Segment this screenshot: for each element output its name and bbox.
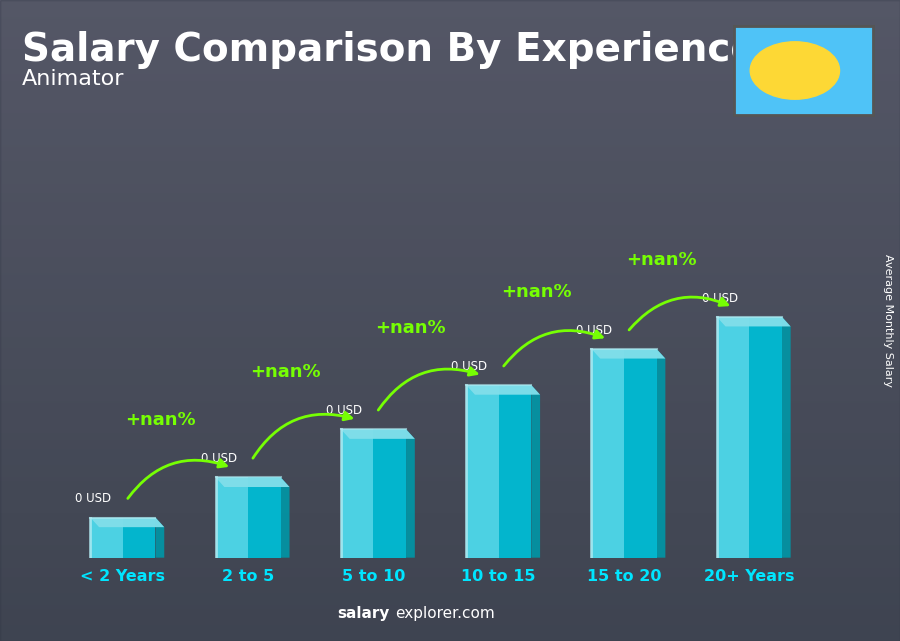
Text: +nan%: +nan% [375, 319, 446, 337]
Text: 0 USD: 0 USD [702, 292, 738, 304]
Text: salary: salary [338, 606, 390, 621]
Polygon shape [90, 517, 164, 527]
Polygon shape [716, 317, 750, 558]
Text: +nan%: +nan% [125, 412, 195, 429]
Polygon shape [466, 385, 499, 558]
Polygon shape [591, 349, 624, 558]
Polygon shape [716, 317, 790, 326]
Polygon shape [123, 517, 156, 558]
Text: Average Monthly Salary: Average Monthly Salary [883, 254, 893, 388]
Polygon shape [782, 317, 790, 558]
Polygon shape [156, 517, 164, 558]
Text: +nan%: +nan% [500, 283, 572, 301]
Text: 0 USD: 0 USD [76, 492, 112, 506]
Text: +nan%: +nan% [250, 363, 320, 381]
Text: 0 USD: 0 USD [576, 324, 613, 337]
Text: Animator: Animator [22, 69, 124, 89]
Polygon shape [531, 385, 540, 558]
Text: 0 USD: 0 USD [326, 404, 362, 417]
Text: 0 USD: 0 USD [201, 453, 237, 465]
Polygon shape [216, 478, 248, 558]
Circle shape [751, 42, 840, 99]
Polygon shape [657, 349, 665, 558]
Polygon shape [750, 317, 782, 558]
Polygon shape [90, 517, 123, 558]
Polygon shape [466, 385, 540, 395]
Text: explorer.com: explorer.com [395, 606, 495, 621]
Polygon shape [341, 429, 374, 558]
Text: 0 USD: 0 USD [451, 360, 487, 373]
Polygon shape [499, 385, 531, 558]
Polygon shape [281, 478, 290, 558]
Text: +nan%: +nan% [626, 251, 697, 269]
Polygon shape [248, 478, 281, 558]
Polygon shape [341, 429, 415, 439]
Polygon shape [216, 478, 290, 487]
Polygon shape [406, 429, 415, 558]
Text: Salary Comparison By Experience: Salary Comparison By Experience [22, 31, 757, 69]
Polygon shape [374, 429, 406, 558]
Polygon shape [624, 349, 657, 558]
Polygon shape [591, 349, 665, 358]
